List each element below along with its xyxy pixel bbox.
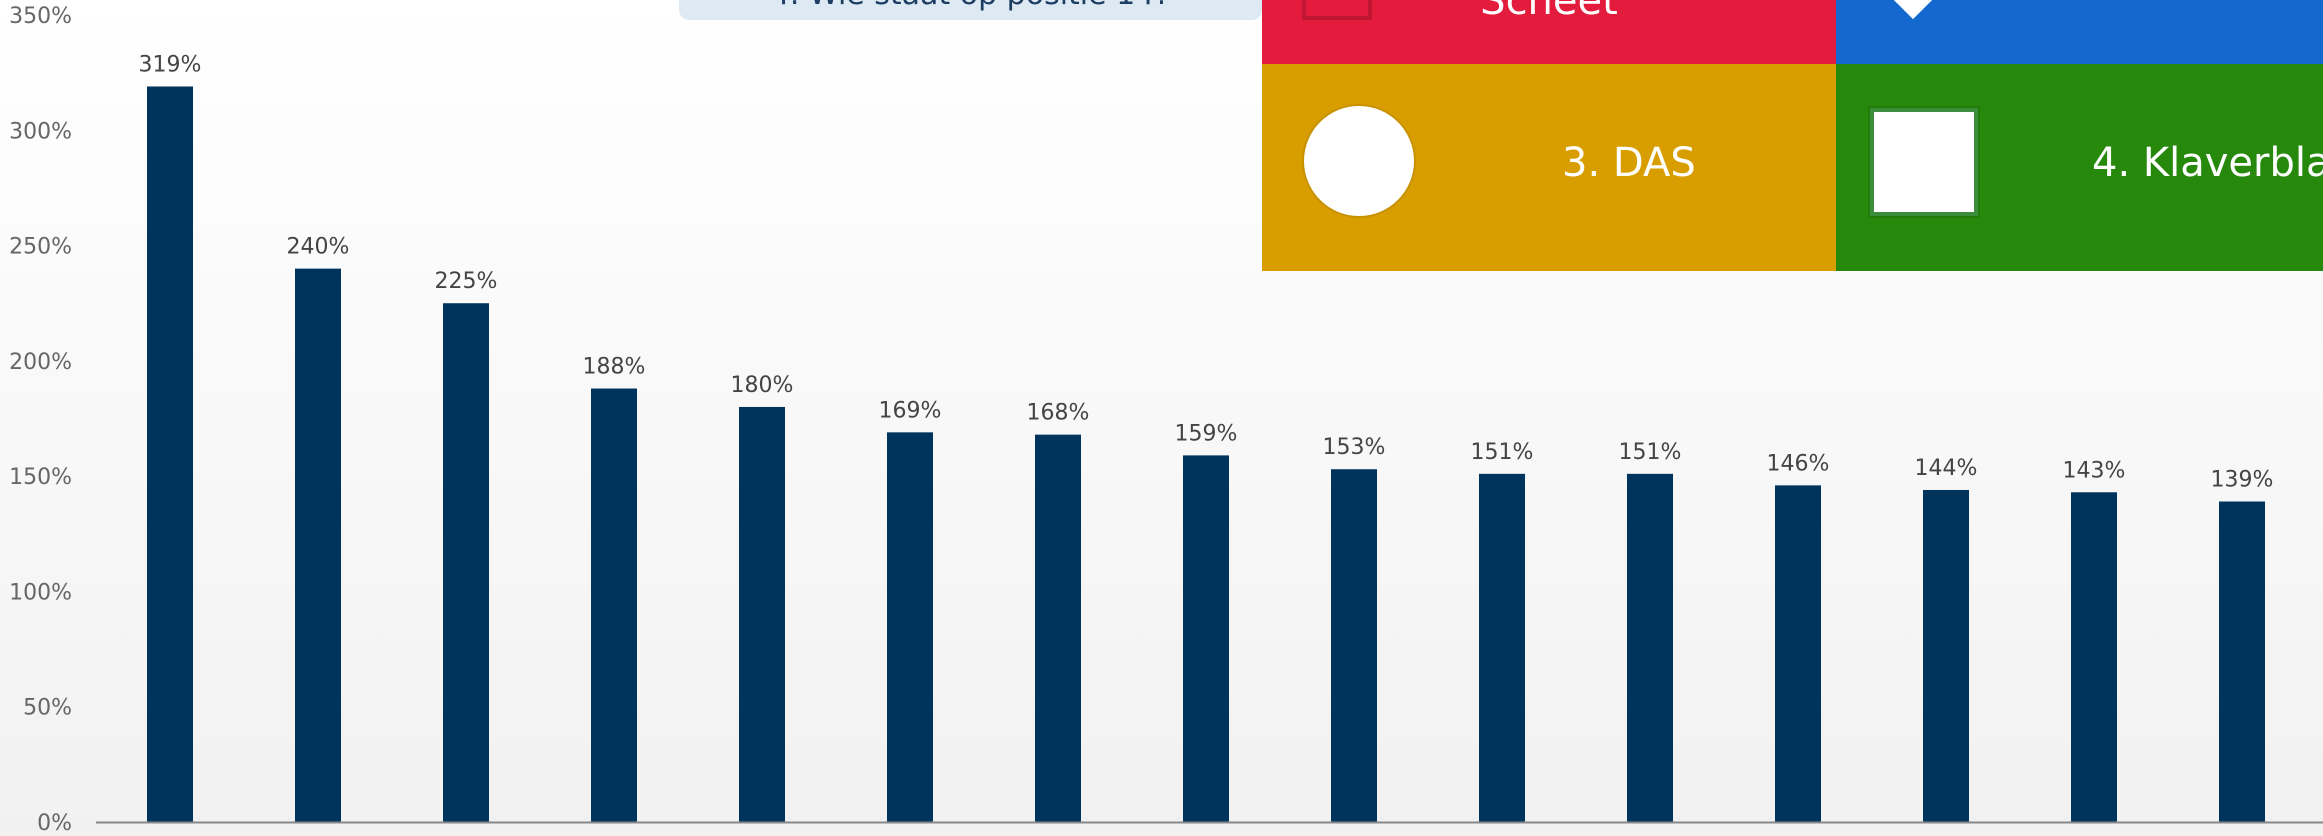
bar-value-label: 143%: [2063, 458, 2126, 483]
bar: [1331, 469, 1377, 822]
y-tick-label: 0%: [37, 811, 72, 836]
question-banner: 4. Wie staat op positie 14?: [679, 0, 1262, 20]
bar: [1923, 489, 1969, 822]
bar: [2071, 492, 2117, 822]
bar: [1775, 485, 1821, 822]
bar-value-label: 159%: [1175, 421, 1238, 446]
bar-value-label: 168%: [1027, 401, 1090, 426]
y-tick-label: 250%: [9, 235, 72, 260]
answer-tile-4[interactable]: 4. Klaverblad: [1836, 64, 2323, 271]
bar: [295, 268, 341, 823]
bar: [147, 86, 193, 822]
answer-label-3: 3. DAS: [1562, 140, 1696, 186]
bar: [887, 432, 933, 822]
bar-value-label: 146%: [1767, 451, 1830, 476]
question-text: 4. Wie staat op positie 14?: [771, 0, 1170, 12]
bar: [1479, 473, 1525, 822]
answer-label-1: Scheet: [1480, 0, 1618, 24]
square-icon: [1870, 108, 1978, 216]
bar-value-label: 144%: [1915, 456, 1978, 481]
bar: [1183, 455, 1229, 822]
y-tick-label: 200%: [9, 350, 72, 375]
y-tick-label: 350%: [9, 4, 72, 29]
bar-value-label: 153%: [1323, 435, 1386, 460]
y-tick-label: 100%: [9, 580, 72, 605]
bar: [2219, 501, 2265, 822]
bar-value-label: 319%: [139, 52, 202, 77]
bar: [1627, 473, 1673, 822]
bar-value-label: 151%: [1471, 440, 1534, 465]
bar-value-label: 225%: [435, 269, 498, 294]
answer-label-4: 4. Klaverblad: [2092, 140, 2323, 186]
bar-value-label: 151%: [1619, 440, 1682, 465]
bar-value-label: 169%: [879, 398, 942, 423]
answer-tile-1[interactable]: Scheet: [1262, 0, 1836, 64]
bar: [1035, 434, 1081, 822]
answer-tile-3[interactable]: 3. DAS: [1262, 64, 1836, 271]
bar-value-labels: 319% 240% 225% 188% 180% 169% 168% 159% 153% 151%…: [139, 52, 2274, 492]
y-tick-label: 150%: [9, 465, 72, 490]
bar-value-label: 180%: [731, 373, 794, 398]
circle-icon: [1304, 106, 1414, 216]
square-icon: [1302, 0, 1372, 20]
bar-value-label: 139%: [2211, 468, 2274, 493]
y-tick-label: 50%: [23, 696, 72, 721]
answer-grid: Scheet 3. DAS 4. Klaverblad: [1262, 0, 2323, 271]
y-axis-ticks: 0% 50% 100% 150% 200% 250% 300% 350%: [9, 4, 72, 836]
answer-tile-2[interactable]: [1836, 0, 2323, 64]
bar-series: [147, 86, 2265, 823]
bar-value-label: 188%: [583, 355, 646, 380]
bar: [739, 406, 785, 822]
bar: [591, 388, 637, 822]
y-tick-label: 300%: [9, 119, 72, 144]
bar: [443, 303, 489, 822]
bar-value-label: 240%: [287, 235, 350, 260]
diamond-icon: [1874, 0, 1952, 20]
